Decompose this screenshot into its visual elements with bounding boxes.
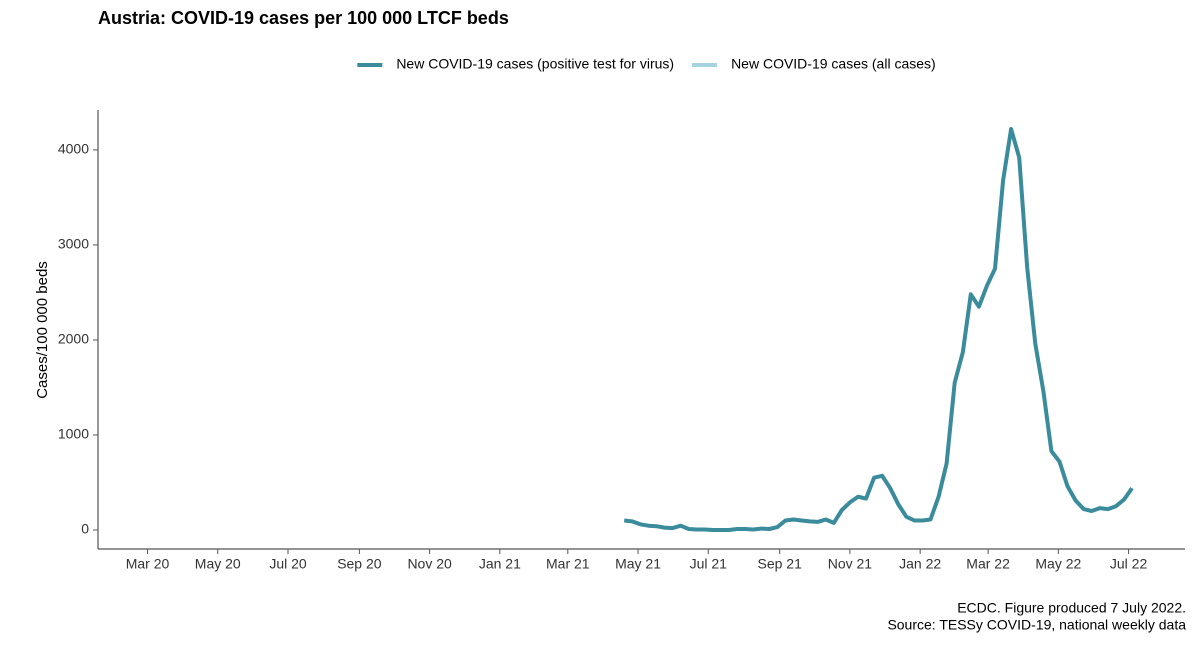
x-tick-label: Nov 20 — [407, 556, 452, 572]
y-tick-label: 4000 — [58, 141, 89, 157]
x-tick-label: Mar 21 — [546, 556, 590, 572]
x-tick-label: May 22 — [1035, 556, 1081, 572]
x-tick-label: Jan 22 — [899, 556, 941, 572]
y-tick-label: 2000 — [58, 331, 89, 347]
y-tick-label: 3000 — [58, 236, 89, 252]
caption: Source: TESSy COVID-19, national weekly … — [887, 617, 1186, 633]
x-tick-label: Sep 20 — [337, 556, 382, 572]
x-tick-label: Mar 20 — [126, 556, 170, 572]
chart-title: Austria: COVID-19 cases per 100 000 LTCF… — [98, 8, 509, 28]
legend-label: New COVID-19 cases (all cases) — [731, 56, 936, 72]
x-tick-label: Nov 21 — [828, 556, 873, 572]
y-tick-label: 0 — [81, 521, 89, 537]
y-axis-label: Cases/100 000 beds — [34, 261, 51, 399]
x-tick-label: May 20 — [195, 556, 241, 572]
x-tick-label: Jan 21 — [479, 556, 521, 572]
x-tick-label: Jul 20 — [269, 556, 307, 572]
x-tick-label: Jul 22 — [1110, 556, 1148, 572]
y-tick-label: 1000 — [58, 426, 89, 442]
x-tick-label: Sep 21 — [757, 556, 802, 572]
x-tick-label: Jul 21 — [690, 556, 728, 572]
caption: ECDC. Figure produced 7 July 2022. — [957, 600, 1186, 616]
x-tick-label: May 21 — [615, 556, 661, 572]
line — [623, 127, 1134, 532]
legend-label: New COVID-19 cases (positive test for vi… — [396, 56, 674, 72]
x-tick-label: Mar 22 — [966, 556, 1010, 572]
